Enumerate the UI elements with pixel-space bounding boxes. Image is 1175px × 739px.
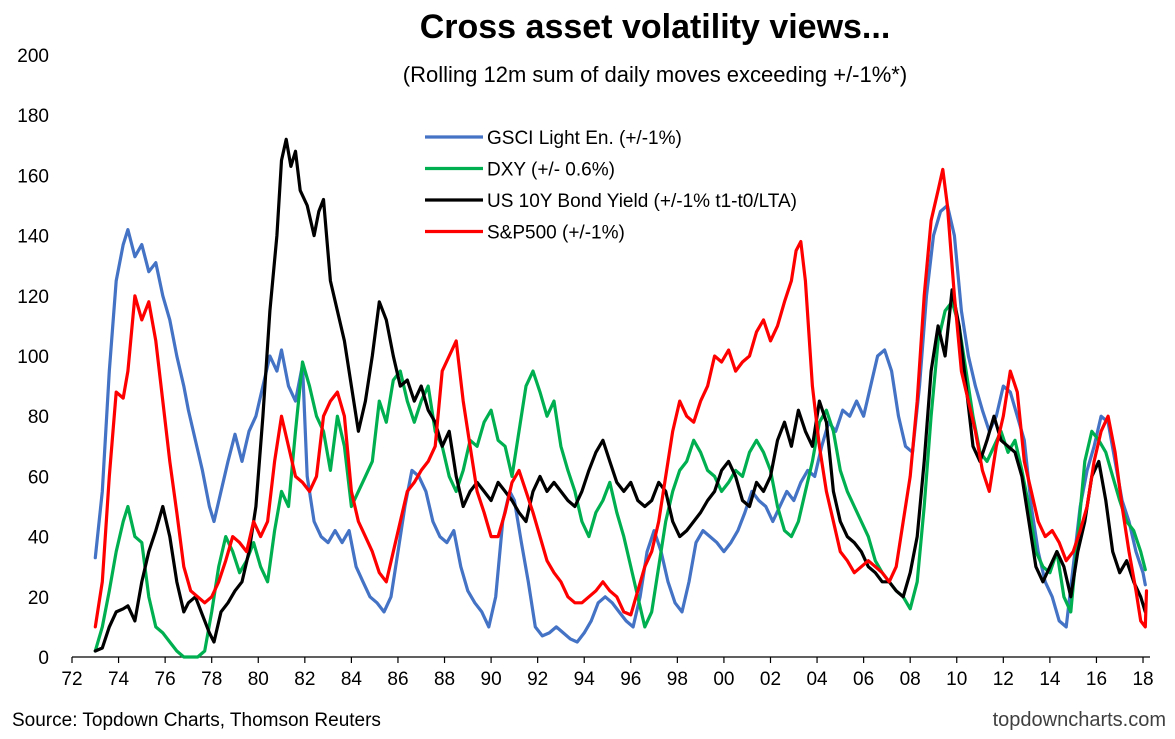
y-tick-label: 180 [17,106,49,127]
x-tick-label: 88 [434,669,455,690]
y-tick-label: 140 [17,227,49,248]
y-tick-label: 160 [17,166,49,187]
x-tick-label: 08 [900,669,921,690]
y-tick-label: 80 [28,407,49,428]
legend-label: US 10Y Bond Yield (+/-1% t1-t0/LTA) [487,191,797,212]
legend-label: S&P500 (+/-1%) [487,223,625,244]
x-tick-label: 06 [853,669,874,690]
x-tick-label: 84 [341,669,363,690]
x-tick-label: 12 [993,669,1014,690]
x-tick-label: 14 [1039,669,1061,690]
y-tick-label: 0 [38,648,49,669]
x-tick-label: 86 [387,669,408,690]
x-tick-label: 72 [61,669,82,690]
legend-label: GSCI Light En. (+/-1%) [487,128,682,149]
x-tick-label: 98 [667,669,688,690]
x-tick-label: 78 [201,669,222,690]
x-tick-label: 76 [155,669,176,690]
x-tick-label: 00 [713,669,734,690]
brand-watermark: topdowncharts.com [993,709,1166,731]
series-line-2 [93,300,1147,659]
x-tick-label: 16 [1086,669,1107,690]
series-line-3 [93,137,1147,653]
x-tick-label: 04 [806,669,828,690]
x-tick-label: 74 [108,669,130,690]
y-tick-label: 100 [17,347,49,368]
x-tick-label: 80 [248,669,269,690]
series-layer [93,137,1149,659]
legend-label: DXY (+/- 0.6%) [487,160,615,181]
y-tick-label: 40 [28,528,49,549]
x-tick-label: 96 [620,669,641,690]
y-axis: 0 20 40 60 80 100 120 140 160 180 200 [17,46,49,669]
x-tick-label: 02 [760,669,781,690]
y-tick-label: 200 [17,46,49,67]
x-tick-label: 90 [481,669,502,690]
x-tick-label: 10 [946,669,967,690]
chart-subtitle: (Rolling 12m sum of daily moves exceedin… [403,62,907,87]
x-tick-label: 82 [294,669,315,690]
y-tick-label: 20 [28,588,49,609]
series-line-4 [93,167,1149,629]
chart-title: Cross asset volatility views... [420,8,891,46]
source-note: Source: Topdown Charts, Thomson Reuters [12,710,381,731]
x-tick-label: 92 [527,669,548,690]
x-axis: 72 74 76 78 80 82 84 86 88 90 92 94 96 98 00 02 04 06 08 10… [61,656,1154,690]
series-line-1 [93,203,1147,644]
x-tick-label: 94 [574,669,596,690]
y-tick-label: 120 [17,287,49,308]
legend: GSCI Light En. (+/-1%) DXY (+/- 0.6%) US 1… [425,128,797,244]
y-tick-label: 60 [28,467,49,488]
x-tick-label: 18 [1132,669,1153,690]
